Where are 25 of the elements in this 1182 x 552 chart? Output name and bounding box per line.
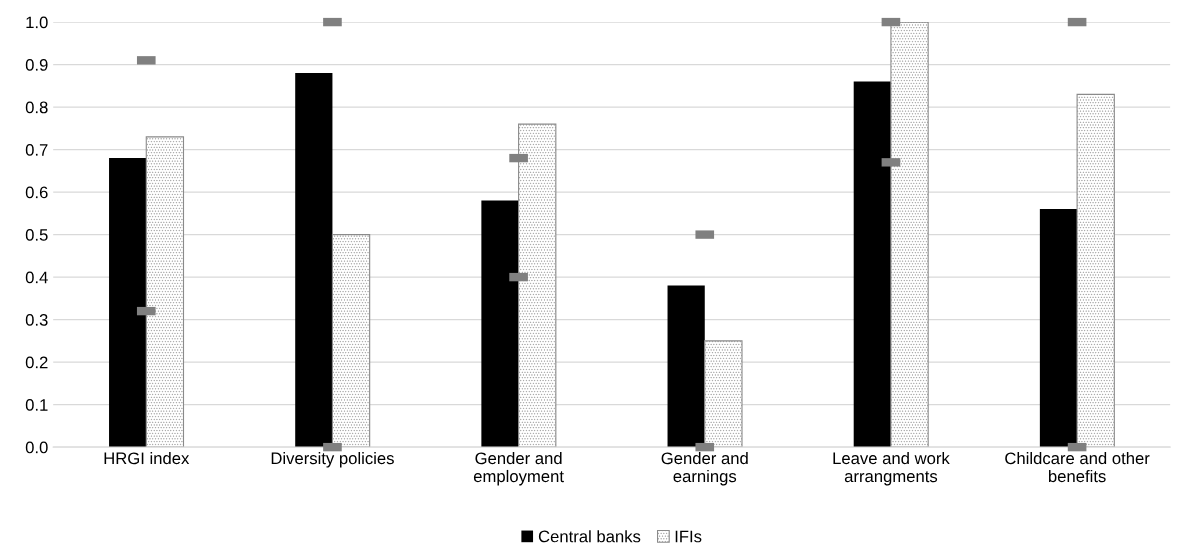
x-tick-label: Diversity policies	[271, 451, 394, 468]
legend-label: Central banks	[538, 530, 641, 543]
y-tick-label: 0.2	[25, 356, 48, 369]
y-tick-label: 0.1	[25, 399, 48, 411]
bar	[109, 158, 147, 448]
y-tick-label: 0.9	[25, 58, 48, 71]
y-tick-label: 0.0	[25, 441, 48, 454]
y-tick-label: 0.6	[25, 186, 48, 199]
x-tick-label: Childcare and other benefits	[1005, 451, 1150, 483]
bar	[1039, 209, 1078, 448]
bar	[295, 73, 333, 448]
x-tick-label: Gender and employment	[473, 451, 564, 486]
y-tick-label: 1.0	[26, 16, 48, 29]
x-tick-label: HRGI index	[104, 451, 190, 465]
bar	[853, 81, 891, 448]
y-tick-label: 0.7	[25, 143, 48, 156]
y-tick-label: 0.8	[25, 101, 48, 114]
legend-label: IFIs	[675, 530, 702, 543]
x-tick-label: Gender and earnings	[661, 451, 748, 486]
bar	[667, 285, 705, 448]
y-tick-label: 0.3	[25, 314, 48, 326]
bar	[481, 200, 519, 448]
x-tick-label: Leave and work arrangments	[833, 451, 950, 486]
y-tick-label: 0.5	[25, 229, 48, 241]
y-tick-label: 0.4	[25, 271, 48, 284]
